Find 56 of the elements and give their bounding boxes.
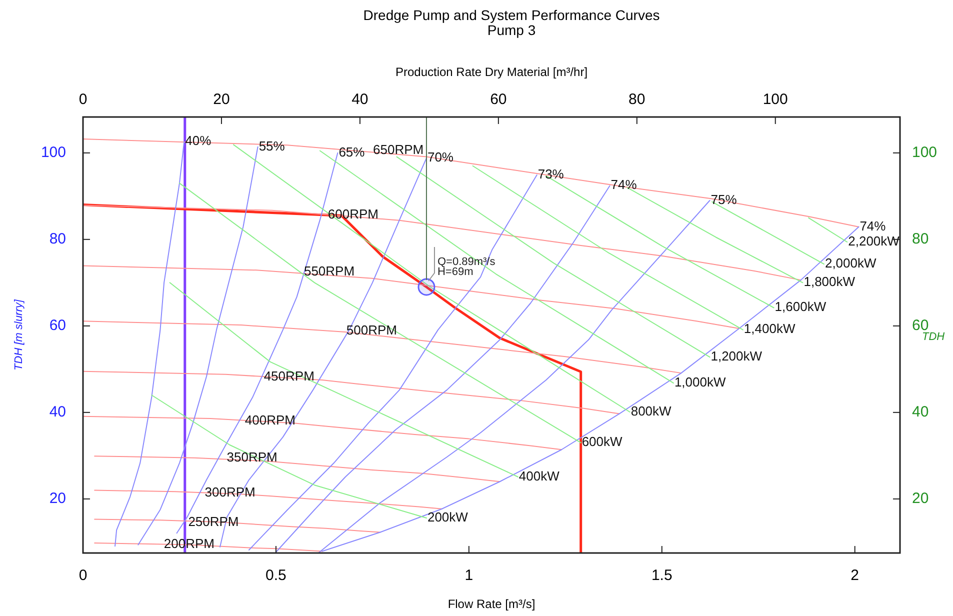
x-tick-label: 0.5 <box>266 567 286 584</box>
annotation: 65% <box>338 144 366 160</box>
annotation: 2,000kW <box>824 256 878 270</box>
annotation: 1,200kW <box>710 348 763 364</box>
x-tick-label: 1.5 <box>651 567 672 584</box>
y2-tick-label: 40 <box>912 403 929 420</box>
x2-tick-label: 80 <box>628 91 646 108</box>
y2-axis-title: TDH <box>922 331 945 343</box>
annotation: 200kW <box>427 509 469 524</box>
x2-tick-label: 100 <box>762 91 788 108</box>
annotation: 500RPM <box>346 322 398 338</box>
annotation: 70% <box>427 150 454 165</box>
y-tick-label: 60 <box>49 316 66 334</box>
x2-tick-label: 60 <box>490 91 507 108</box>
annotation: 550RPM <box>304 263 355 278</box>
y-axis-title: TDH [m slurry] <box>13 298 25 370</box>
y2-tick-label: 20 <box>912 490 929 507</box>
x2-tick-label: 40 <box>352 91 368 108</box>
chart-subtitle: Pump 3 <box>487 22 536 38</box>
x-tick-label: 2 <box>850 567 860 584</box>
annotation: H=69m <box>437 266 474 278</box>
annotation: Q=0.89m³/s <box>437 256 496 268</box>
annotation: 1,400kW <box>744 321 796 336</box>
y-tick-label: 100 <box>40 144 66 161</box>
annotation: 300RPM <box>204 484 256 500</box>
annotation: 350RPM <box>226 449 278 464</box>
annotation: 2,200kW <box>848 233 900 248</box>
annotation: 250RPM <box>188 514 239 530</box>
annotation: 1,000kW <box>674 374 726 390</box>
x-tick-label: 1 <box>464 567 474 584</box>
annotation: 650RPM <box>373 142 424 158</box>
x-axis-title: Flow Rate [m³/s] <box>448 597 536 611</box>
y2-tick-label: 100 <box>912 144 938 161</box>
chart-title: Dredge Pump and System Performance Curves <box>363 7 660 23</box>
annotation: 450RPM <box>264 368 314 384</box>
annotation: 800kW <box>630 403 672 418</box>
annotation: 1,600kW <box>774 299 827 314</box>
annotation: 75% <box>710 192 738 207</box>
x2-tick-label: 0 <box>78 91 88 108</box>
y2-tick-label: 80 <box>912 230 929 248</box>
y-tick-label: 20 <box>49 490 66 507</box>
annotation: 55% <box>258 138 286 154</box>
x2-axis-title: Production Rate Dry Material [m³/hr] <box>395 65 588 79</box>
annotation: 400kW <box>518 468 560 484</box>
annotation: 74% <box>610 177 638 192</box>
y-tick-label: 40 <box>49 403 66 420</box>
annotation: 40% <box>185 133 212 148</box>
annotation: 1,800kW <box>804 274 856 290</box>
annotation: 600RPM <box>328 206 378 222</box>
x-tick-label: 0 <box>78 567 88 584</box>
y-tick-label: 80 <box>49 230 66 248</box>
annotation: 400RPM <box>244 412 296 428</box>
annotation: 74% <box>860 218 886 234</box>
x2-tick-label: 20 <box>213 91 230 108</box>
annotation: 73% <box>538 166 564 182</box>
annotation: 600kW <box>582 434 624 450</box>
